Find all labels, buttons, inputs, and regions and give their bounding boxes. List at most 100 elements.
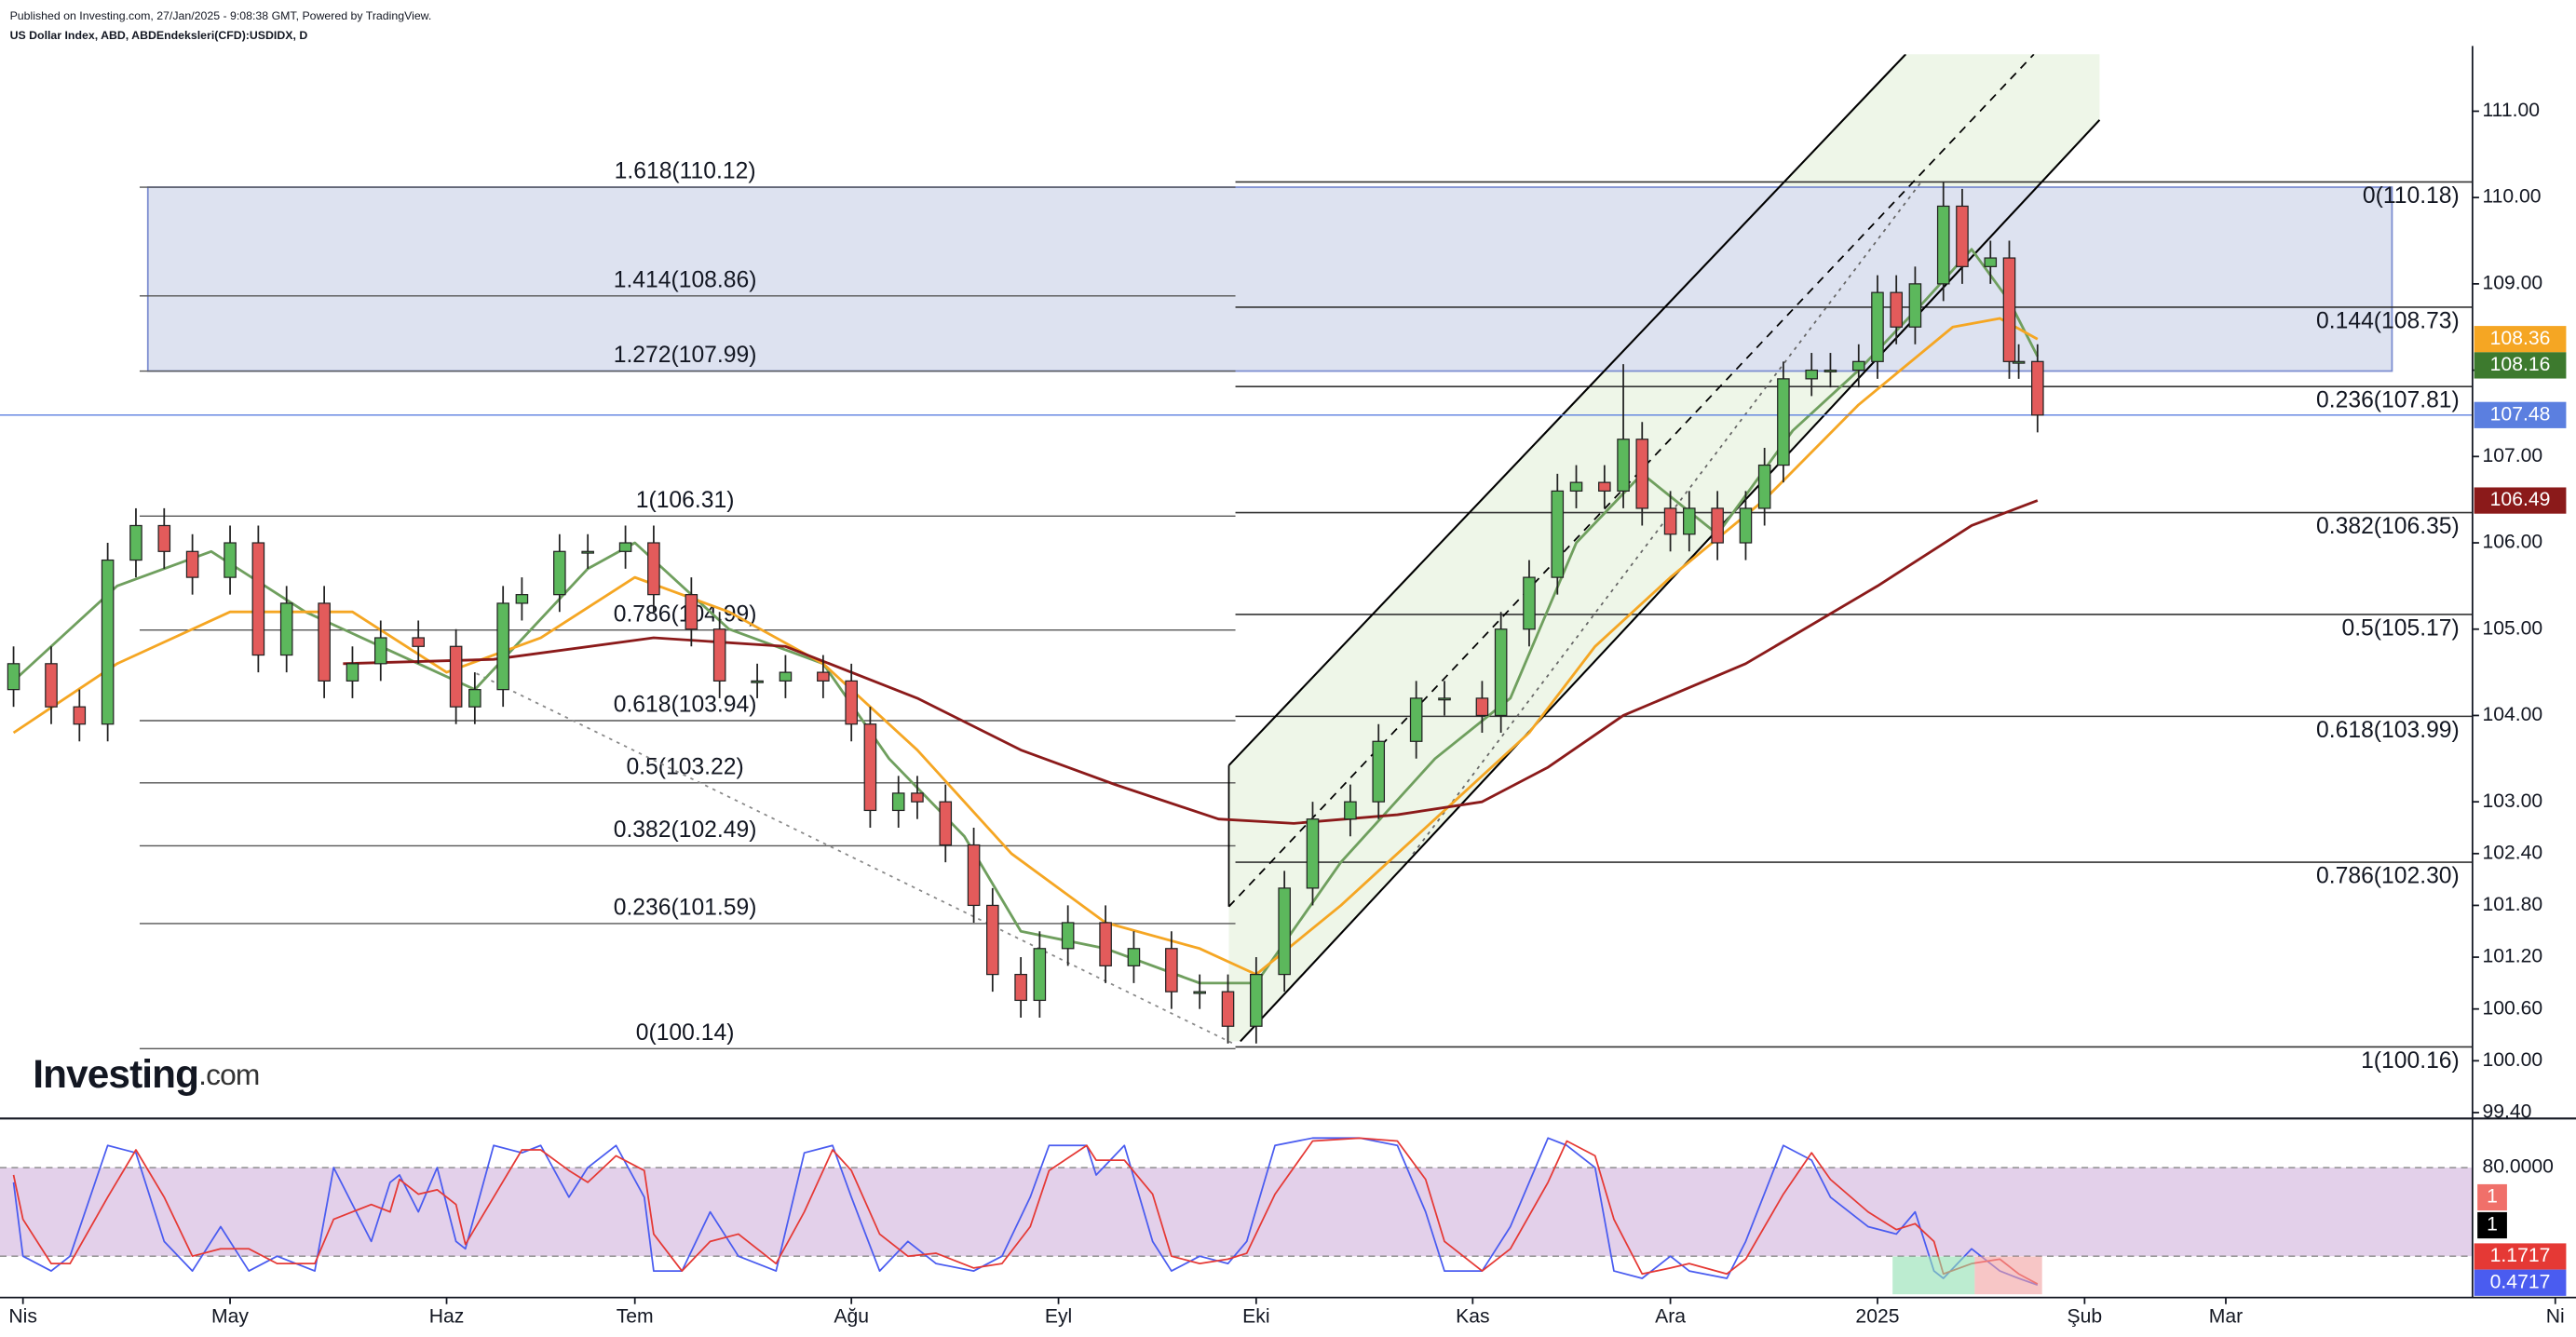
fib-label: 1.618(110.12) [615,159,756,184]
candle-body [779,671,793,682]
x-tick-label: May [211,1305,249,1327]
y-tick-label: 100.60 [2482,997,2542,1019]
x-tick-label: Eyl [1045,1305,1072,1327]
candle-body [1635,439,1649,509]
candle-body [685,594,698,630]
fib-label: 0.5(105.17) [2341,615,2459,641]
candle-body [2002,257,2016,362]
candle-body [1475,697,1489,717]
fib-label: 1.272(107.99) [614,343,757,368]
candle-body [45,663,58,708]
candle-body [1936,205,1950,285]
osc-flag-box [2477,1183,2507,1211]
osc-highlight-red [1974,1256,2042,1295]
x-tick-label: Ni [2546,1305,2565,1327]
price-label: 108.16 [2490,354,2551,375]
candle-body [618,542,632,552]
osc-value-box [2474,1243,2567,1270]
y-tick-label: 102.40 [2482,842,2542,863]
y-tick-label: 103.00 [2482,790,2542,812]
fib-layer: 1.618(110.12) 1.414(108.86) 1.272(107.99) 1… [139,159,2473,1074]
published-note: Published on Investing.com, 27/Jan/2025 … [10,9,432,22]
x-tick-label: Mar [2209,1305,2243,1327]
osc-tick-label: 80.0000 [2482,1156,2553,1178]
y-tick-label: 109.00 [2482,272,2542,293]
candle-body [967,844,981,907]
candle-body [224,542,237,578]
target-zone [146,186,2393,372]
candle-body [863,723,877,812]
candle-body [1851,360,1865,371]
candle-body [1598,481,1611,493]
ma-layer [0,248,2473,985]
candle-body [1344,801,1357,820]
fib-label: 0.618(103.99) [2316,718,2460,743]
y-tick-label: 101.20 [2482,946,2542,967]
candle-body [496,602,509,691]
axes-layer: 99.40 100.00 100.60 101.20 101.80 102.40 103.0… [8,100,2567,1327]
candle-body [1824,369,1837,372]
moving-average [12,248,2040,985]
candle-body [1221,991,1235,1027]
candle-body [157,524,171,552]
symbol-title: US Dollar Index, ABD, ABDEndeksleri(CFD)… [10,29,308,42]
price-scale-bg [2472,46,2576,1298]
channel-middle [1227,54,2035,908]
candle-body [318,602,331,682]
candle-body [911,792,924,803]
price-label: 108.36 [2490,328,2551,349]
logo: Investing.com [33,1052,259,1096]
candle-body [2012,360,2026,364]
candle-body [1409,697,1423,742]
candle-body [1250,973,1263,1027]
osc-flag-box [2477,1211,2507,1239]
candle-body [1278,887,1291,976]
trend-dotted [476,672,1236,1046]
candle-body [939,801,953,846]
candle-body [1663,507,1677,535]
y-tick-label: 111.00 [2482,100,2540,121]
x-tick-label: Haz [429,1305,465,1327]
fib-label: 0.144(108.73) [2316,308,2460,333]
candle-body [1193,991,1206,994]
candle-body [1061,922,1075,950]
x-tick-label: Ara [1655,1305,1686,1327]
candle-body [2031,360,2044,416]
candle-body [845,680,858,725]
channel-dotted [1412,180,1923,855]
fib-label: 0.236(107.81) [2316,388,2460,413]
logo-name: Investing [33,1052,198,1096]
x-tick-label: Ağu [834,1305,869,1327]
candle-body [1551,490,1565,578]
candle-body [373,637,387,665]
candle-body [251,542,265,656]
candle-body [1099,922,1112,966]
price-label-box [2474,326,2567,353]
drawings-layer [476,54,2101,1046]
y-tick-label: 100.00 [2482,1049,2542,1071]
candle-body [449,645,463,708]
candle-body [986,904,999,976]
fib-label: 0.382(102.49) [614,817,757,843]
candle-body [1127,948,1141,966]
fib-label: 0.786(102.30) [2316,863,2460,888]
price-label: 106.49 [2490,489,2551,510]
fib-label: 1(106.31) [636,488,735,513]
fib-label: 0(100.14) [636,1020,735,1046]
fib-label: 1(100.16) [2361,1048,2460,1074]
osc-line [12,1137,2039,1287]
candles-layer [7,182,2044,1044]
y-tick-label: 106.00 [2482,532,2542,553]
candle-body [891,792,905,812]
x-tick-label: Tem [617,1305,654,1327]
candle-body [1805,369,1819,380]
moving-average [343,499,2039,825]
fib-label: 0.618(103.94) [614,693,757,718]
candle-body [1711,507,1724,544]
price-label-box [2474,487,2567,514]
candle-body [1438,697,1451,701]
candle-body [1683,507,1696,535]
x-tick-label: Kas [1456,1305,1489,1327]
candle-body [1617,439,1630,493]
